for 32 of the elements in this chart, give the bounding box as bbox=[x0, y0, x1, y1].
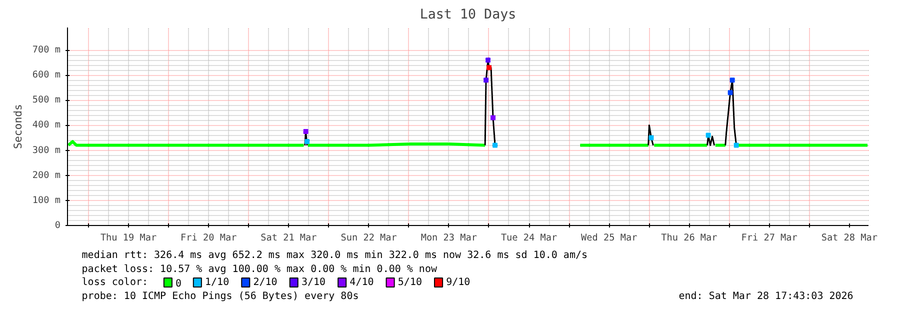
x-tick-label: Fri 20 Mar bbox=[180, 232, 238, 244]
x-tick-label: Sun 22 Mar bbox=[340, 232, 398, 244]
text: packet loss: 10.57 % avg 100.00 % max 0.00 % min 0.00 % now bbox=[82, 264, 438, 275]
legend-label: 3/10 bbox=[301, 277, 326, 288]
y-axis-title: Seconds bbox=[11, 104, 24, 149]
legend-label: 2/10 bbox=[253, 277, 278, 288]
y-tick-label: 300 m bbox=[32, 144, 61, 156]
y-tick-label: 0 bbox=[54, 220, 61, 231]
legend-title: loss color: bbox=[82, 277, 148, 288]
legend-label: 1/10 bbox=[205, 277, 230, 288]
legend-label: 9/10 bbox=[446, 277, 470, 288]
x-tick-label: Wed 25 Mar bbox=[581, 232, 638, 244]
text: median rtt: 326.4 ms avg 652.2 ms max 320.0 ms min 322.0 ms now 32.6 ms sd 10.0 am/s bbox=[82, 250, 588, 261]
text: end: Sat Mar 28 17:43:03 2026 bbox=[678, 291, 854, 302]
legend-label: 5/10 bbox=[398, 277, 422, 288]
x-tick-label: Sat 28 Mar bbox=[821, 232, 878, 244]
chart-title: Last 10 Days bbox=[420, 8, 516, 22]
y-tick-label: 700 m bbox=[32, 44, 61, 56]
y-tick-label: 400 m bbox=[32, 120, 61, 131]
text: probe: 10 ICMP Echo Pings (56 Bytes) every 80s bbox=[82, 291, 359, 302]
y-tick-label: 100 m bbox=[32, 194, 61, 206]
x-tick-label: Thu 26 Mar bbox=[661, 232, 718, 244]
y-tick-label: 600 m bbox=[32, 70, 61, 81]
x-tick-label: Thu 19 Mar bbox=[100, 232, 157, 244]
y-tick-label: 200 m bbox=[32, 170, 61, 181]
legend-label: 4/10 bbox=[350, 277, 374, 288]
x-tick-label: Fri 27 Mar bbox=[741, 232, 798, 244]
y-tick-label: 500 m bbox=[32, 94, 61, 106]
legend-label: 0 bbox=[176, 278, 182, 290]
x-tick-label: Tue 24 Mar bbox=[500, 232, 558, 244]
x-tick-label: Sat 21 Mar bbox=[260, 232, 318, 244]
x-tick-label: Mon 23 Mar bbox=[420, 232, 478, 244]
